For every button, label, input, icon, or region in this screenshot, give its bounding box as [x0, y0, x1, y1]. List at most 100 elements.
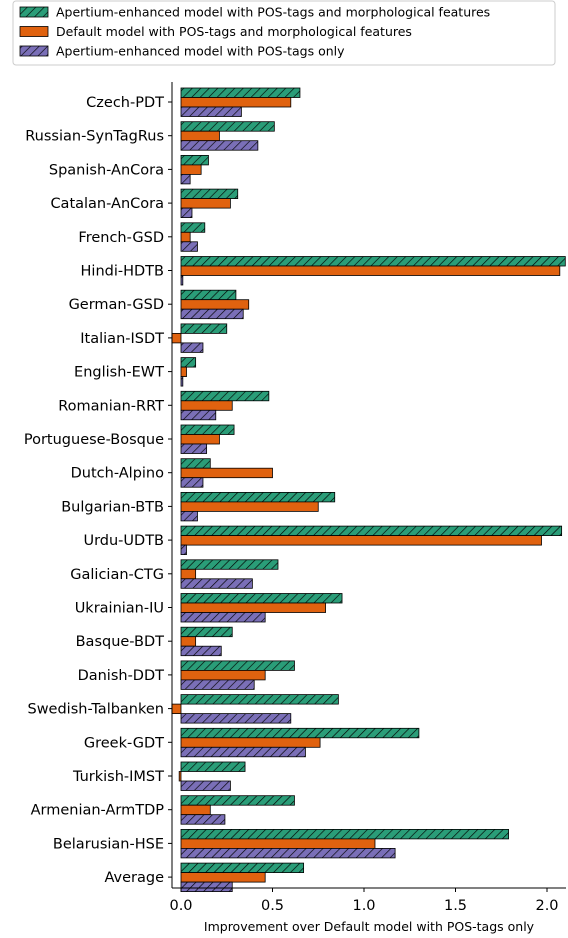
legend-swatch-default-morph: [19, 26, 49, 37]
legend-label-apertium-morph: Apertium-enhanced model with POS-tags an…: [56, 5, 490, 20]
x-tick-label: 2.0: [535, 898, 558, 914]
y-tick-label: Danish-DDT: [78, 668, 165, 684]
legend-label-default-morph: Default model with POS-tags and morpholo…: [56, 24, 412, 39]
y-tick-label: Galician-CTG: [70, 567, 164, 583]
bar-apertium-morph: [180, 87, 301, 98]
bar-default-morph: [180, 535, 542, 546]
bar-apertium-morph: [180, 727, 420, 739]
bar-default-morph: [180, 198, 231, 209]
y-tick-label: Ukrainian-IU: [75, 601, 164, 617]
bar-apertium-pos: [180, 645, 222, 657]
bar-apertium-pos: [180, 443, 208, 454]
y-tick-label: Spanish-AnCora: [49, 162, 164, 178]
bar-apertium-pos: [180, 140, 259, 151]
bar-apertium-pos: [180, 612, 266, 623]
legend: Apertium-enhanced model with POS-tags an…: [12, 0, 556, 66]
bar-default-morph: [180, 872, 266, 883]
y-tick-label: Armenian-ArmTDP: [31, 803, 165, 819]
bar-default-morph: [180, 231, 191, 243]
legend-label-apertium-pos: Apertium-enhanced model with POS-tags on…: [56, 44, 345, 59]
bar-default-morph: [180, 164, 202, 175]
bar-apertium-morph: [180, 795, 295, 806]
bar-default-morph: [180, 568, 197, 580]
bar-apertium-morph: [180, 256, 566, 267]
bar-default-morph: [180, 670, 266, 681]
y-tick-label: Greek-GDT: [84, 735, 164, 751]
bar-apertium-pos: [180, 544, 187, 555]
bars-group: [171, 87, 566, 892]
y-tick-label: Swedish-Talbanken: [27, 702, 164, 718]
bar-apertium-morph: [180, 357, 197, 368]
y-tick-label: Urdu-UDTB: [83, 533, 164, 549]
bar-apertium-morph: [180, 525, 563, 536]
bar-apertium-morph: [180, 761, 246, 772]
bar-default-morph: [180, 130, 220, 142]
bar-default-morph: [180, 636, 197, 647]
bar-default-morph: [180, 737, 321, 748]
y-tick-label: Catalan-AnCora: [50, 196, 164, 212]
bar-default-morph: [180, 434, 220, 445]
bar-default-morph: [180, 265, 561, 276]
bar-apertium-pos: [180, 376, 184, 387]
legend-frame: [12, 0, 556, 66]
bar-apertium-pos: [180, 510, 198, 522]
bar-apertium-morph: [180, 289, 237, 301]
bar-apertium-pos: [180, 814, 226, 825]
bar-apertium-pos: [180, 308, 244, 320]
bar-default-morph: [180, 97, 292, 108]
y-tick-label: Portuguese-Bosque: [24, 432, 164, 448]
bar-default-morph: [171, 332, 182, 344]
bar-apertium-pos: [180, 780, 231, 791]
bar-apertium-morph: [180, 559, 279, 570]
bar-default-morph: [180, 602, 326, 613]
x-axis-label: Improvement over Default model with POS-…: [204, 919, 535, 934]
y-tick-label: German-GSD: [69, 297, 164, 313]
bar-default-morph: [178, 771, 182, 782]
bar-apertium-morph: [180, 424, 235, 435]
bar-apertium-pos: [180, 173, 191, 185]
bar-apertium-pos: [180, 342, 204, 353]
x-tick-label: 1.0: [352, 898, 375, 914]
bar-apertium-pos: [180, 275, 184, 286]
bar-apertium-pos: [180, 106, 242, 117]
bar-apertium-morph: [180, 154, 209, 166]
y-tick-label: Russian-SynTagRus: [25, 129, 164, 145]
bar-apertium-pos: [180, 848, 396, 859]
bar-default-morph: [171, 703, 182, 714]
y-tick-label: Czech-PDT: [86, 95, 164, 111]
y-tick-label: Hindi-HDTB: [81, 264, 164, 280]
bar-apertium-pos: [180, 713, 292, 724]
bar-apertium-pos: [180, 409, 217, 421]
y-tick-label: English-EWT: [74, 365, 164, 381]
y-tick-label: French-GSD: [78, 230, 164, 246]
bar-apertium-pos: [180, 477, 204, 488]
bar-default-morph: [180, 838, 376, 849]
bar-apertium-morph: [180, 222, 206, 233]
bar-default-morph: [180, 501, 319, 512]
legend-swatch-apertium-morph: [19, 6, 49, 18]
bar-apertium-morph: [180, 188, 239, 200]
bar-apertium-pos: [180, 578, 253, 589]
legend-swatch-apertium-pos: [19, 45, 49, 57]
y-tick-label: Turkish-IMST: [72, 769, 164, 785]
bar-apertium-morph: [180, 694, 339, 705]
bar-apertium-morph: [180, 660, 295, 671]
y-tick-label: Belarusian-HSE: [53, 836, 164, 852]
y-tick-label: Italian-ISDT: [80, 331, 164, 347]
y-tick-label: Romanian-RRT: [58, 398, 164, 414]
y-tick-label: Basque-BDT: [76, 634, 165, 650]
bar-apertium-morph: [180, 390, 270, 402]
bar-apertium-morph: [180, 626, 233, 638]
bar-apertium-morph: [180, 593, 343, 604]
bar-apertium-pos: [180, 679, 255, 690]
bar-apertium-morph: [180, 829, 509, 840]
x-tick-label: 0.5: [261, 898, 284, 914]
bar-apertium-pos: [180, 241, 198, 252]
bar-apertium-morph: [180, 323, 228, 334]
bar-default-morph: [180, 804, 211, 816]
bar-default-morph: [180, 400, 233, 411]
bar-apertium-morph: [180, 862, 305, 873]
bar-apertium-morph: [180, 491, 336, 503]
bar-apertium-pos: [180, 881, 233, 892]
